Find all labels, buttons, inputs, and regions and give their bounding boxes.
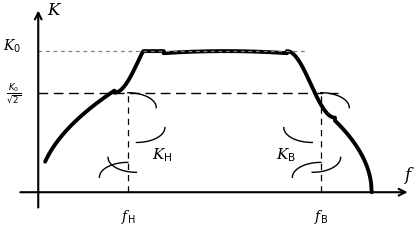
Text: f: f [404,166,410,183]
Text: K$_{\mathsf{B}}$: K$_{\mathsf{B}}$ [276,146,296,163]
Text: K: K [47,2,59,19]
Text: f$_{\mathsf{H}}$: f$_{\mathsf{H}}$ [120,207,135,225]
Text: $\frac{K_0}{\sqrt{2}}$: $\frac{K_0}{\sqrt{2}}$ [6,81,21,106]
Text: f$_{\mathsf{B}}$: f$_{\mathsf{B}}$ [314,207,328,225]
Text: K$_0$: K$_0$ [3,38,21,55]
Text: K$_{\mathsf{H}}$: K$_{\mathsf{H}}$ [152,146,173,163]
